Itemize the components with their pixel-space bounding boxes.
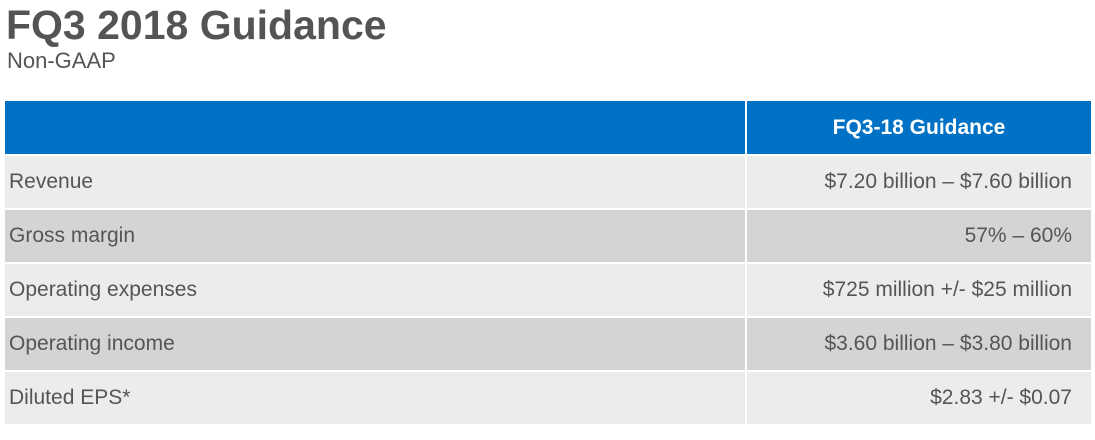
table-row: Operating expenses $725 million +/- $25 … (5, 264, 1091, 318)
row-label: Operating expenses (5, 264, 747, 316)
row-value: $3.60 billion – $3.80 billion (824, 332, 1072, 355)
row-value: $7.20 billion – $7.60 billion (824, 170, 1072, 193)
table-row: Gross margin 57% – 60% (5, 210, 1091, 264)
row-value: 57% – 60% (964, 224, 1072, 247)
row-value: $725 million +/- $25 million (822, 278, 1072, 301)
header-label-cell (5, 101, 747, 154)
row-label: Revenue (5, 156, 747, 208)
header-guidance-cell: FQ3-18 Guidance (832, 115, 1006, 139)
row-label: Diluted EPS* (5, 372, 747, 424)
table-header-row: FQ3-18 Guidance (5, 101, 1091, 156)
table-row: Operating income $3.60 billion – $3.80 b… (5, 318, 1091, 372)
row-label: Operating income (5, 318, 747, 370)
row-label: Gross margin (5, 210, 747, 262)
table-row: Diluted EPS* $2.83 +/- $0.07 (5, 372, 1091, 426)
slide-title: FQ3 2018 Guidance (6, 2, 387, 48)
slide-subtitle: Non-GAAP (7, 48, 116, 73)
guidance-table: FQ3-18 Guidance Revenue $7.20 billion – … (5, 101, 1091, 426)
table-row: Revenue $7.20 billion – $7.60 billion (5, 156, 1091, 210)
row-value: $2.83 +/- $0.07 (930, 386, 1072, 409)
